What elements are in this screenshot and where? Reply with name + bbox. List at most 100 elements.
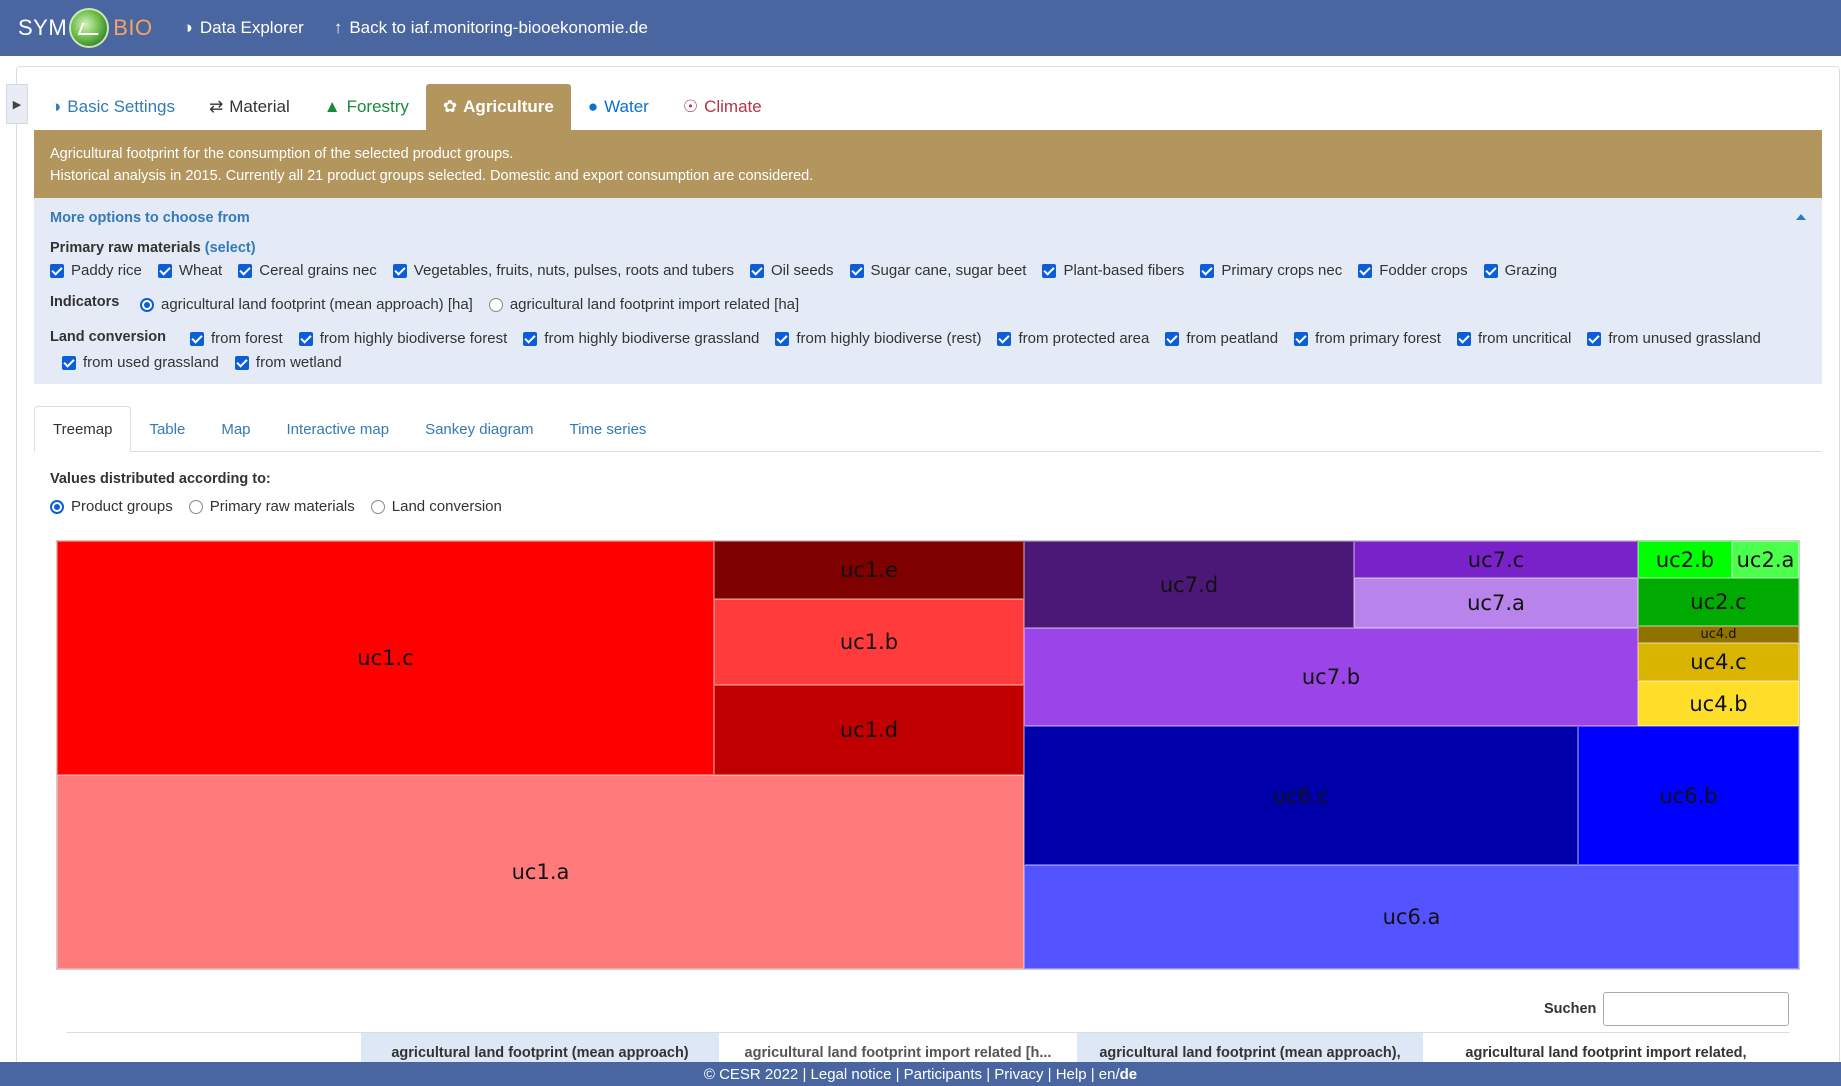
treemap-tile-uc7b[interactable]: uc7.b <box>1024 628 1638 726</box>
tab-treemap[interactable]: Treemap <box>34 406 132 452</box>
checkbox-from-hb-forest[interactable]: from highly biodiverse forest <box>298 330 507 347</box>
treemap-tile-uc6b[interactable]: uc6.b <box>1578 726 1799 865</box>
checkbox-wheat[interactable]: Wheat <box>157 262 223 279</box>
checkbox-label: Cereal grains nec <box>259 262 377 279</box>
distribution-label: Values distributed according to: <box>50 471 271 487</box>
checkbox-from-forest[interactable]: from forest <box>190 330 283 347</box>
table-header-empty[interactable] <box>67 1033 361 1063</box>
checkbox-plant-fibers[interactable]: Plant-based fibers <box>1042 262 1184 279</box>
search-input[interactable] <box>1603 992 1789 1026</box>
checkbox-label: Sugar cane, sugar beet <box>870 262 1027 279</box>
tile-label: uc4.c <box>1690 650 1747 674</box>
tab-table[interactable]: Table <box>149 420 186 438</box>
treemap-tile-uc2c[interactable]: uc2.c <box>1638 578 1799 626</box>
footer-help[interactable]: Help <box>1055 1065 1087 1083</box>
checkbox-from-hb-grassland[interactable]: from highly biodiverse grassland <box>523 330 759 347</box>
treemap-tile-uc1e[interactable]: uc1.e <box>714 541 1024 599</box>
treemap-tile-uc7c[interactable]: uc7.c <box>1354 541 1638 578</box>
treemap-tile-uc6c[interactable]: uc6.c <box>1024 726 1578 865</box>
checkbox-from-hb-rest[interactable]: from highly biodiverse (rest) <box>775 330 981 347</box>
tab-agriculture[interactable]: ✿ Agriculture <box>425 84 571 130</box>
footer-participants[interactable]: Participants <box>903 1065 983 1083</box>
treemap-tile-uc4b[interactable]: uc4.b <box>1638 681 1799 726</box>
checkbox-label: Fodder crops <box>1379 262 1468 279</box>
info-line-2: Historical analysis in 2015. Currently a… <box>50 168 814 184</box>
radio-product-groups[interactable]: Product groups <box>50 498 173 515</box>
tab-material-label: Material <box>229 97 290 116</box>
checkbox-from-primary-forest[interactable]: from primary forest <box>1294 330 1441 347</box>
treemap-tile-uc1c[interactable]: uc1.c <box>57 541 714 775</box>
checkbox-label: Plant-based fibers <box>1063 262 1185 279</box>
tab-basic-settings[interactable]: ◑ Basic Settings <box>34 84 192 130</box>
treemap-tile-uc7a[interactable]: uc7.a <box>1354 578 1638 628</box>
search-label: Suchen <box>1544 1001 1597 1017</box>
checkbox-checked-icon <box>62 355 76 370</box>
radio-primary-raw-materials[interactable]: Primary raw materials <box>188 498 355 515</box>
treemap-tile-uc7d[interactable]: uc7.d <box>1024 541 1354 628</box>
checkbox-vegetables[interactable]: Vegetables, fruits, nuts, pulses, roots … <box>392 262 734 279</box>
tab-forestry[interactable]: ▲ Forestry <box>307 84 426 130</box>
treemap-tile-uc2b[interactable]: uc2.b <box>1638 541 1732 578</box>
shuffle-icon: ⇄ <box>209 97 224 116</box>
checkbox-oil-seeds[interactable]: Oil seeds <box>749 262 834 279</box>
treemap-tile-uc1b[interactable]: uc1.b <box>714 599 1024 685</box>
footer-lang-de[interactable]: de <box>1119 1065 1138 1083</box>
checkbox-from-peatland[interactable]: from peatland <box>1165 330 1278 347</box>
treemap-tile-uc6a[interactable]: uc6.a <box>1024 865 1799 969</box>
treemap: uc1.c uc1.e uc1.b uc1.d uc1.a uc7.d uc7.… <box>56 540 1800 970</box>
treemap-tile-uc1d[interactable]: uc1.d <box>714 685 1024 775</box>
checkbox-label: Wheat <box>178 262 223 279</box>
table-header-mean[interactable]: agricultural land footprint (mean approa… <box>361 1033 719 1063</box>
checkbox-checked-icon <box>749 263 764 278</box>
options-heading[interactable]: More options to choose from <box>50 210 250 226</box>
checkbox-from-wetland[interactable]: from wetland <box>234 354 342 371</box>
tab-time-series[interactable]: Time series <box>569 420 647 438</box>
checkbox-fodder-crops[interactable]: Fodder crops <box>1358 262 1468 279</box>
radio-indicator-import[interactable]: agricultural land footprint import relat… <box>488 296 799 313</box>
treemap-tile-uc1a[interactable]: uc1.a <box>57 775 1024 969</box>
table-header-import-2[interactable]: agricultural land footprint import relat… <box>1465 1045 1747 1061</box>
tile-label: uc7.c <box>1467 547 1525 572</box>
tab-map[interactable]: Map <box>221 420 251 438</box>
brand-logo[interactable]: SYM BIO <box>18 8 153 48</box>
primary-raw-materials-list: Paddy rice Wheat Cereal grains nec Veget… <box>50 262 1573 279</box>
tab-interactive-map[interactable]: Interactive map <box>286 420 390 438</box>
checkbox-from-uncritical[interactable]: from uncritical <box>1456 330 1571 347</box>
radio-indicator-mean[interactable]: agricultural land footprint (mean approa… <box>140 296 473 313</box>
indicators-list: agricultural land footprint (mean approa… <box>140 296 815 313</box>
checkbox-grazing[interactable]: Grazing <box>1483 262 1557 279</box>
checkbox-checked-icon <box>997 331 1012 346</box>
select-link[interactable]: (select) <box>204 240 256 256</box>
sidebar-toggle-button[interactable]: ▶ <box>6 84 28 124</box>
checkbox-from-protected[interactable]: from protected area <box>997 330 1149 347</box>
checkbox-primary-crops[interactable]: Primary crops nec <box>1200 262 1342 279</box>
tile-label: uc1.a <box>511 860 570 884</box>
checkbox-checked-icon <box>523 331 538 346</box>
globe-icon: ☉ <box>682 97 699 116</box>
leaf-icon: ✿ <box>442 97 458 116</box>
treemap-tile-uc2a[interactable]: uc2.a <box>1732 541 1799 578</box>
nav-back-link[interactable]: ↑ Back to iaf.monitoring-biooekonomie.de <box>334 18 648 38</box>
table-header-import[interactable]: agricultural land footprint import relat… <box>744 1045 1052 1061</box>
tab-water[interactable]: ● Water <box>571 84 666 130</box>
checkbox-from-unused-grassland[interactable]: from unused grassland <box>1587 330 1761 347</box>
treemap-tile-uc4d[interactable]: uc4.d <box>1638 626 1799 643</box>
checkbox-sugar[interactable]: Sugar cane, sugar beet <box>849 262 1027 279</box>
tab-sankey[interactable]: Sankey diagram <box>425 420 534 438</box>
footer-lang-en[interactable]: en <box>1098 1065 1116 1083</box>
collapse-caret-icon[interactable] <box>1796 214 1806 220</box>
footer-legal-notice[interactable]: Legal notice <box>810 1065 892 1083</box>
checkbox-cereal-grains[interactable]: Cereal grains nec <box>238 262 377 279</box>
checkbox-label: from protected area <box>1018 330 1150 347</box>
checkbox-checked-icon <box>1200 263 1215 278</box>
footer-privacy[interactable]: Privacy <box>994 1065 1044 1083</box>
treemap-tile-uc4c[interactable]: uc4.c <box>1638 643 1799 681</box>
tab-material[interactable]: ⇄ Material <box>192 84 307 130</box>
top-navbar: SYM BIO ◑ Data Explorer ↑ Back to iaf.mo… <box>0 0 1841 56</box>
radio-land-conversion[interactable]: Land conversion <box>370 498 502 515</box>
nav-data-explorer[interactable]: ◑ Data Explorer <box>183 18 304 38</box>
table-header-mean-2[interactable]: agricultural land footprint (mean approa… <box>1077 1033 1423 1063</box>
checkbox-from-used-grassland[interactable]: from used grassland <box>62 354 219 371</box>
tab-climate[interactable]: ☉ Climate <box>666 84 779 130</box>
checkbox-paddy-rice[interactable]: Paddy rice <box>50 262 142 279</box>
